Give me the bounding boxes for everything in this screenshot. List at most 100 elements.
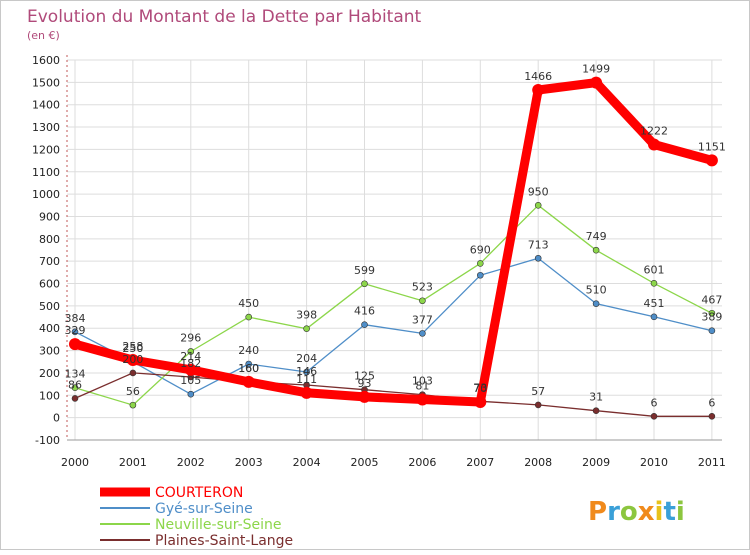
y-tick-label: 1600 — [32, 54, 60, 67]
y-tick-label: 1300 — [32, 121, 60, 134]
x-tick-label: 2010 — [640, 456, 668, 469]
data-label: 204 — [296, 352, 317, 365]
y-tick-label: 500 — [39, 300, 60, 313]
data-point — [358, 390, 371, 403]
data-point — [592, 407, 600, 415]
data-label: 134 — [65, 368, 86, 381]
data-label: 81 — [415, 380, 429, 393]
data-point — [650, 313, 658, 321]
x-tick-label: 2000 — [61, 456, 89, 469]
data-label: 200 — [122, 353, 143, 366]
data-point — [303, 368, 310, 376]
data-label: 111 — [296, 373, 317, 386]
data-label: 56 — [126, 385, 140, 398]
data-point — [245, 360, 252, 368]
data-point — [650, 280, 658, 287]
data-point — [361, 321, 368, 328]
data-label: 451 — [644, 297, 665, 310]
x-tick-label: 2003 — [235, 456, 263, 469]
data-label: 57 — [531, 385, 545, 398]
x-tick-label: 2004 — [293, 456, 321, 469]
data-label: 599 — [354, 264, 375, 277]
series-line-courteron — [70, 78, 717, 407]
data-point — [69, 338, 81, 351]
x-tick-label: 2006 — [408, 456, 436, 469]
data-point — [245, 313, 252, 321]
x-tick-label: 2007 — [466, 456, 494, 469]
data-label: 1222 — [640, 124, 668, 137]
data-point — [476, 271, 484, 279]
data-label: 296 — [180, 331, 201, 344]
data-label: 160 — [238, 362, 259, 375]
data-point — [592, 300, 600, 307]
data-label: 93 — [358, 377, 372, 390]
data-label: 690 — [470, 243, 491, 256]
data-point — [129, 401, 137, 409]
data-label: 384 — [65, 312, 86, 325]
y-tick-label: 1500 — [32, 76, 60, 89]
x-tick-label: 2001 — [119, 456, 147, 469]
data-label: 125 — [354, 370, 375, 383]
data-label: 182 — [180, 357, 201, 370]
data-label: 1499 — [582, 63, 610, 76]
series-line-neuville-sur-seine — [74, 204, 713, 406]
data-label: 6 — [651, 396, 658, 409]
data-label: 250 — [122, 342, 143, 355]
data-point — [534, 254, 542, 262]
y-tick-label: 200 — [39, 367, 60, 380]
data-label: 398 — [296, 309, 317, 322]
data-point — [590, 76, 603, 89]
data-point — [476, 260, 484, 267]
data-label: 450 — [238, 297, 259, 310]
series-line-plaines-saint-lange — [74, 372, 713, 417]
y-tick-label: 100 — [39, 389, 60, 402]
data-label: 6 — [708, 396, 715, 409]
data-point — [708, 309, 716, 317]
data-point — [126, 353, 139, 366]
data-label: 713 — [528, 238, 549, 251]
data-point — [419, 330, 426, 337]
y-tick-label: 1200 — [32, 143, 60, 156]
data-label: 160 — [238, 362, 259, 375]
data-label: 73 — [473, 381, 487, 394]
data-label: 510 — [586, 284, 607, 297]
y-tick-label: 1100 — [32, 166, 60, 179]
data-label: 146 — [296, 365, 317, 378]
data-point — [705, 154, 718, 167]
data-label: 103 — [412, 375, 433, 388]
proxiti-watermark: Proxiti — [588, 497, 685, 527]
data-label: 467 — [701, 293, 722, 306]
data-point — [71, 395, 79, 402]
y-tick-label: 600 — [39, 278, 60, 291]
x-tick-label: 2005 — [351, 456, 379, 469]
data-point — [300, 386, 313, 399]
data-label: 377 — [412, 313, 433, 326]
data-point — [648, 138, 660, 151]
x-tick-label: 2011 — [698, 456, 726, 469]
data-label: 214 — [180, 350, 201, 363]
data-point — [708, 413, 716, 420]
data-label: 416 — [354, 305, 375, 318]
data-label: 105 — [180, 374, 201, 387]
y-tick-label: 900 — [39, 210, 60, 223]
data-point — [416, 393, 429, 406]
data-label: 749 — [586, 230, 607, 243]
legend-label: COURTERON — [155, 485, 243, 501]
data-label: 389 — [701, 311, 722, 324]
series-line-gy-sur-seine — [74, 257, 713, 395]
y-tick-label: -100 — [35, 434, 60, 447]
data-point — [242, 375, 255, 388]
legend-label: Neuville-sur-Seine — [155, 517, 282, 533]
data-point — [592, 246, 600, 254]
data-point — [361, 280, 368, 288]
data-point — [708, 327, 716, 334]
data-label: 70 — [473, 382, 487, 395]
data-point — [534, 401, 542, 409]
legend-label: Gyé-sur-Seine — [155, 501, 253, 517]
data-point — [534, 201, 542, 209]
data-label: 601 — [644, 263, 665, 276]
legend-label: Plaines-Saint-Lange — [155, 533, 293, 549]
data-label: 1151 — [698, 140, 726, 153]
